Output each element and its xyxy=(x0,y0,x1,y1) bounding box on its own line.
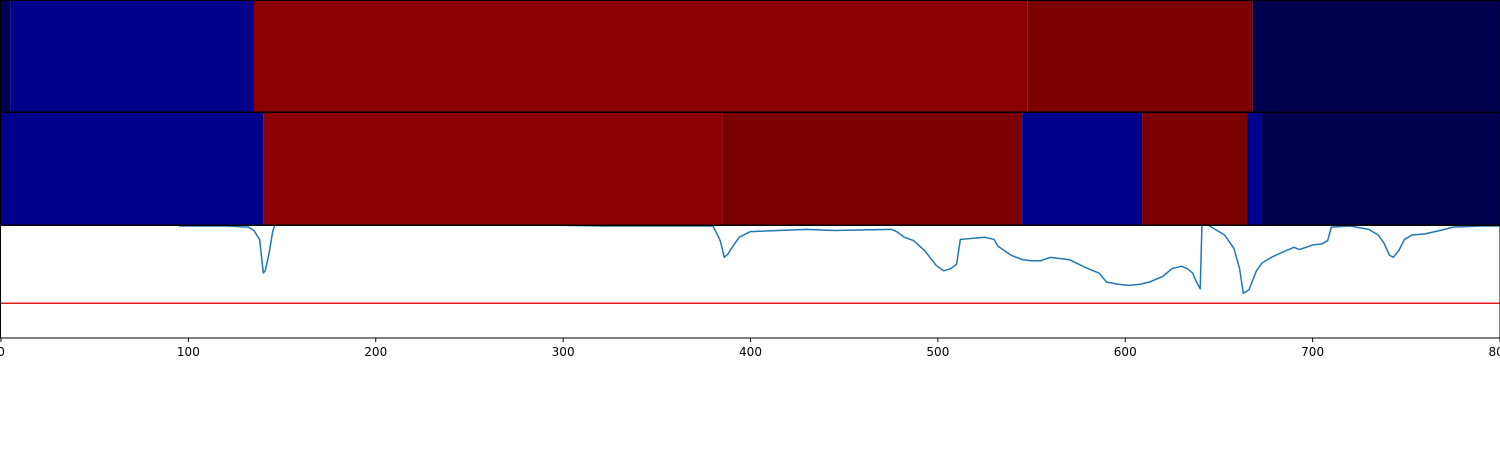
x-tick-label: 100 xyxy=(177,345,200,359)
line-plot-area xyxy=(1,226,1500,305)
x-tick-label: 200 xyxy=(364,345,387,359)
segment-tracks xyxy=(0,0,1500,226)
track-1-segment-5 xyxy=(1252,1,1500,112)
track-1-segment-2 xyxy=(10,1,254,112)
segment-track-1 xyxy=(0,0,1500,113)
track-2-segment-4 xyxy=(1022,113,1143,225)
track-2-segment-3 xyxy=(722,113,1023,225)
track-2-segment-1 xyxy=(1,113,264,225)
x-tick-label: 800 xyxy=(1489,345,1500,359)
x-tick-label: 400 xyxy=(739,345,762,359)
track-1-segment-4 xyxy=(1027,1,1253,112)
line-panel xyxy=(0,225,1500,339)
x-tick-label: 600 xyxy=(1114,345,1137,359)
track-1-segment-1 xyxy=(1,1,11,112)
x-axis: 0 100 200 300 400 500 600 700 800 xyxy=(0,338,1500,359)
track-2-segment-7 xyxy=(1262,113,1500,225)
x-tick-label: 0 xyxy=(0,345,5,359)
series-line-1 xyxy=(179,226,1500,294)
x-tick-label: 700 xyxy=(1301,345,1324,359)
line-panel-background xyxy=(1,226,1500,338)
x-tick-label: 500 xyxy=(926,345,949,359)
track-2-segment-2 xyxy=(263,113,723,225)
x-tick-label: 300 xyxy=(552,345,575,359)
track-1-segment-3 xyxy=(253,1,1028,112)
segment-track-2 xyxy=(0,112,1500,226)
track-2-segment-6 xyxy=(1247,113,1263,225)
track-2-segment-5 xyxy=(1142,113,1248,225)
